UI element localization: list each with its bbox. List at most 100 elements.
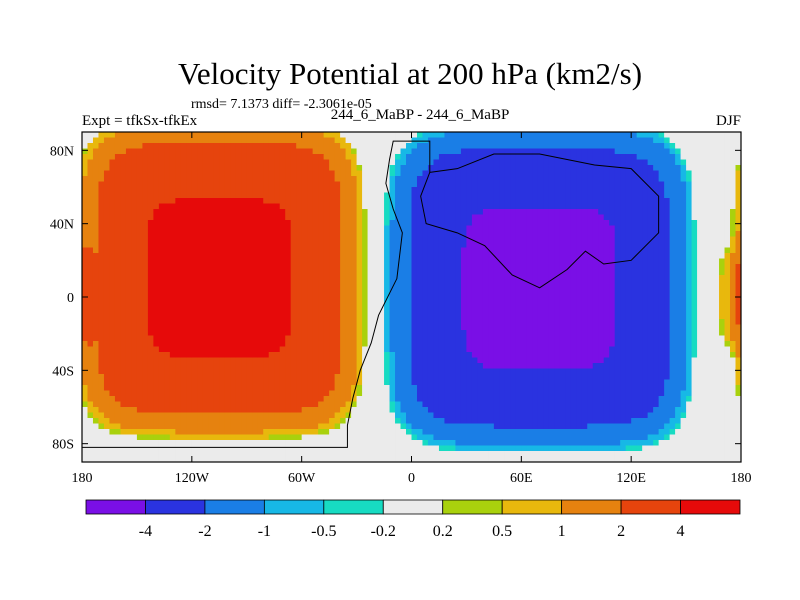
field-cell: [334, 335, 341, 342]
field-cell: [416, 203, 424, 210]
field-cell: [263, 220, 270, 227]
field-cell: [499, 170, 506, 177]
field-cell: [345, 132, 352, 139]
field-cell: [301, 291, 308, 298]
field-cell: [92, 319, 100, 326]
field-cell: [565, 192, 572, 199]
field-cell: [395, 275, 402, 282]
field-cell: [114, 192, 122, 199]
field-cell: [109, 220, 116, 227]
field-cell: [142, 165, 149, 172]
field-cell: [274, 247, 281, 254]
field-cell: [87, 264, 94, 271]
field-cell: [362, 203, 369, 210]
field-cell: [142, 132, 149, 139]
field-cell: [400, 137, 407, 144]
field-cell: [427, 297, 435, 304]
field-cell: [290, 341, 297, 348]
field-cell: [592, 324, 599, 331]
field-cell: [285, 247, 292, 254]
field-cell: [180, 170, 187, 177]
field-cell: [433, 275, 440, 282]
field-cell: [449, 176, 457, 183]
field-cell: [158, 324, 165, 331]
field-cell: [263, 330, 270, 337]
field-cell: [526, 236, 533, 243]
field-cell: [252, 220, 259, 227]
field-cell: [664, 165, 671, 172]
field-cell: [598, 148, 605, 155]
field-cell: [477, 181, 484, 188]
field-cell: [367, 264, 374, 271]
field-cell: [521, 148, 528, 155]
field-cell: [235, 291, 242, 298]
field-cell: [257, 335, 264, 342]
field-cell: [444, 253, 451, 260]
field-cell: [318, 170, 325, 177]
field-cell: [263, 170, 270, 177]
field-cell: [675, 319, 682, 326]
field-cell: [186, 357, 193, 364]
field-cell: [554, 165, 561, 172]
field-cell: [460, 319, 468, 326]
field-cell: [576, 335, 583, 342]
field-cell: [653, 209, 660, 216]
field-cell: [697, 231, 704, 238]
field-cell: [642, 313, 649, 320]
field-cell: [422, 231, 429, 238]
field-cell: [290, 209, 297, 216]
field-cell: [378, 231, 385, 238]
field-cell: [114, 346, 122, 353]
field-cell: [290, 264, 297, 271]
field-cell: [548, 154, 555, 161]
field-cell: [252, 286, 259, 293]
field-cell: [587, 247, 594, 254]
field-cell: [285, 291, 292, 298]
field-cell: [691, 203, 698, 210]
field-cell: [730, 319, 737, 326]
field-cell: [202, 352, 209, 359]
field-cell: [691, 269, 698, 276]
field-cell: [460, 286, 468, 293]
field-cell: [136, 258, 144, 265]
field-cell: [301, 225, 308, 232]
field-cell: [581, 143, 588, 150]
field-cell: [416, 341, 424, 348]
field-cell: [312, 159, 319, 166]
field-cell: [724, 187, 731, 194]
field-cell: [334, 187, 341, 194]
field-cell: [197, 214, 204, 221]
field-cell: [559, 192, 566, 199]
field-cell: [565, 214, 572, 221]
field-cell: [559, 346, 566, 353]
field-cell: [241, 181, 248, 188]
field-cell: [526, 132, 533, 139]
field-cell: [164, 302, 171, 309]
field-cell: [537, 137, 544, 144]
field-cell: [82, 341, 89, 348]
field-cell: [252, 242, 259, 249]
field-cell: [636, 275, 643, 282]
field-cell: [312, 214, 319, 221]
field-cell: [351, 154, 358, 161]
field-cell: [680, 198, 687, 205]
field-cell: [455, 330, 462, 337]
field-cell: [268, 275, 275, 282]
field-cell: [362, 209, 369, 216]
field-cell: [686, 154, 693, 161]
field-cell: [114, 275, 122, 282]
field-cell: [384, 236, 391, 243]
field-cell: [164, 170, 171, 177]
field-cell: [466, 225, 473, 232]
field-cell: [570, 132, 577, 139]
field-cell: [98, 148, 105, 155]
field-cell: [438, 148, 446, 155]
field-cell: [131, 176, 138, 183]
field-cell: [730, 258, 737, 265]
field-cell: [697, 269, 704, 276]
field-cell: [411, 137, 418, 144]
field-cell: [570, 203, 577, 210]
field-cell: [488, 275, 495, 282]
field-cell: [257, 159, 264, 166]
field-cell: [449, 137, 457, 144]
